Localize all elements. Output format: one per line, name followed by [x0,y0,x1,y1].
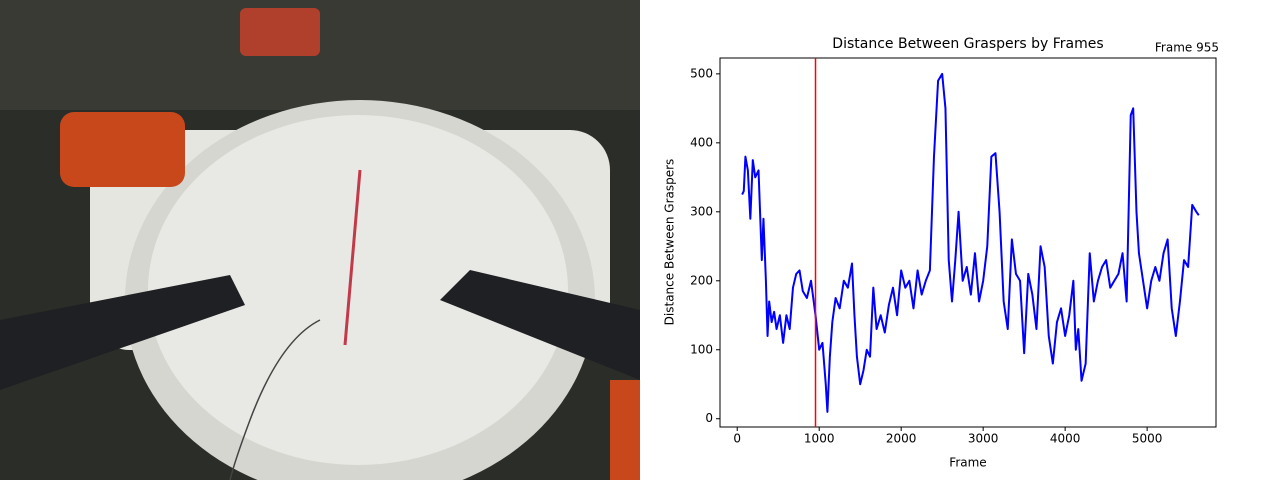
y-tick-label: 400 [690,135,713,149]
y-tick-label: 500 [690,66,713,80]
y-tick-label: 200 [690,273,713,287]
x-tick-label: 1000 [804,432,835,446]
chart-title: Distance Between Graspers by Frames [832,36,1103,52]
line [741,72,1200,413]
y-tick-label: 0 [705,411,713,425]
x-tick-label: 0 [733,432,741,446]
x-tick-label: 4000 [1050,432,1081,446]
suture [229,319,321,480]
right-instrument [440,270,640,380]
y-tick-label: 100 [690,342,713,356]
y-tick-label: 300 [690,204,713,218]
red-block [240,8,320,56]
x-tick-label: 3000 [968,432,999,446]
x-axis-label: Frame [949,456,986,470]
plot-frame [719,57,1217,428]
orange-block [60,112,185,187]
frame-label: Frame 955 [1155,41,1219,55]
pad [148,115,568,465]
x-tick-label: 5000 [1132,432,1163,446]
left-instrument [0,275,245,390]
orange-edge [610,380,640,480]
video-frame [0,0,640,480]
incision [343,169,362,346]
x-tick-label: 2000 [886,432,917,446]
y-axis-label: Distance Between Graspers [663,159,677,326]
